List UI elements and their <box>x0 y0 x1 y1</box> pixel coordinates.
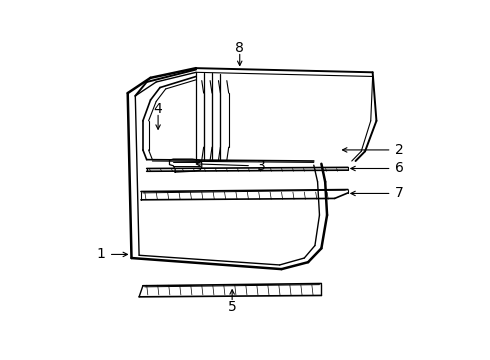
Text: 3: 3 <box>257 159 266 173</box>
Text: 1: 1 <box>97 247 105 261</box>
Text: 6: 6 <box>395 162 404 175</box>
Text: 5: 5 <box>228 300 237 314</box>
Text: 8: 8 <box>235 41 244 55</box>
Text: 4: 4 <box>154 102 163 116</box>
Text: 7: 7 <box>395 186 404 201</box>
Text: 2: 2 <box>395 143 404 157</box>
